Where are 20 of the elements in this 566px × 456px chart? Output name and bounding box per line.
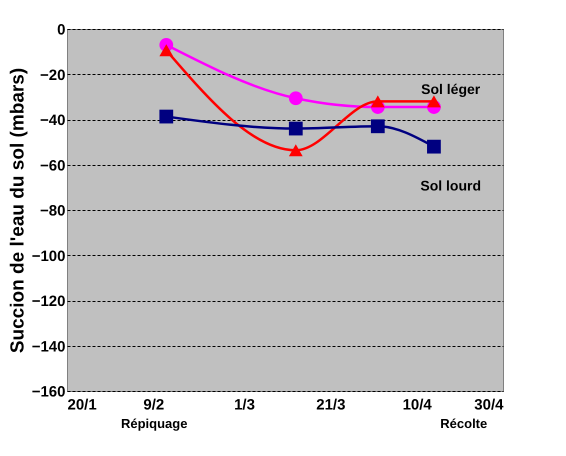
y-tick-label: 0	[57, 22, 66, 38]
annotation: Sol lourd	[420, 177, 482, 194]
text: Récolte	[440, 416, 488, 432]
y-tick-label: −120	[32, 293, 66, 310]
y-tick-label: −20	[40, 66, 66, 84]
x-tick-label: 9/2	[143, 396, 164, 414]
y-tick-label: −80	[40, 202, 66, 220]
annotation: Sol léger	[421, 80, 481, 97]
y-tick-label: −40	[40, 112, 66, 129]
y-tick-label: −100	[32, 248, 66, 265]
x-tick-label: 21/3	[316, 396, 346, 414]
text: Répiquage	[120, 416, 188, 432]
y-tick-label: −140	[32, 338, 66, 356]
y-axis-title: Succion de l'eau du sol (mbars)	[8, 68, 29, 354]
x-tick-label: 1/3	[234, 396, 255, 414]
x-tick-label: 10/4	[402, 396, 432, 414]
x-tick-label: 30/4	[474, 396, 504, 414]
x-tick-label: 20/1	[68, 396, 97, 414]
y-tick-label: −60	[40, 157, 66, 174]
y-tick-label: −160	[32, 384, 66, 400]
